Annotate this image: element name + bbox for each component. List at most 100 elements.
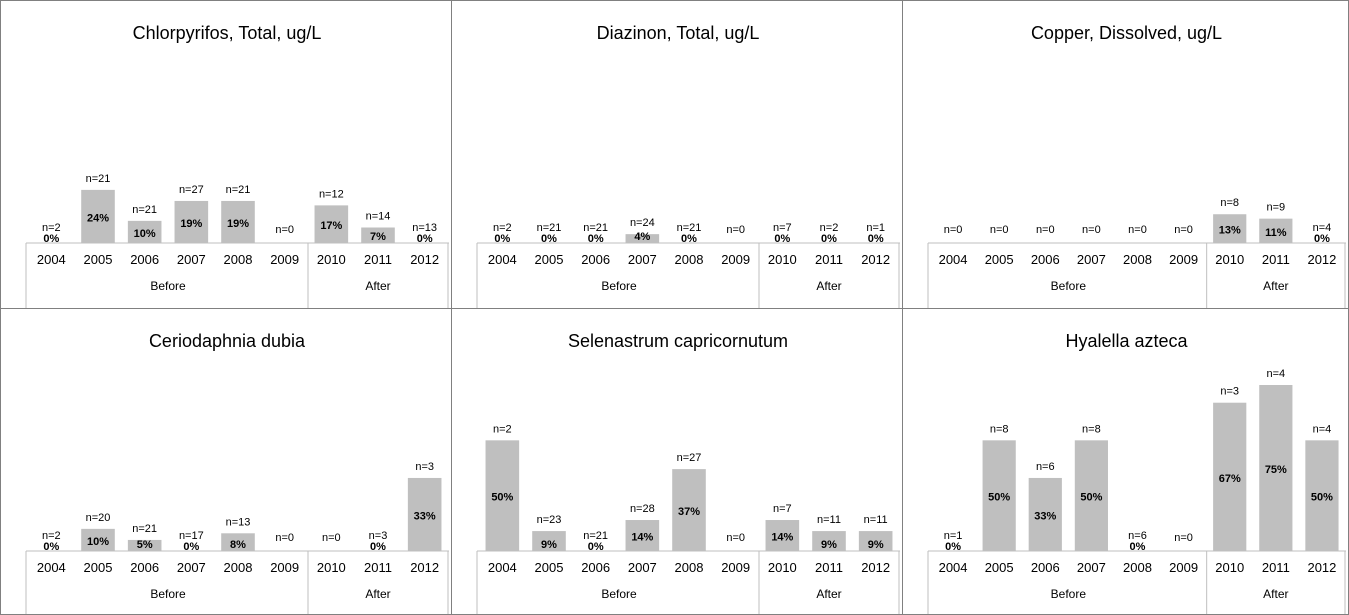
x-tick-label: 2006 [130, 560, 159, 575]
bar [314, 205, 349, 243]
x-tick-label: 2005 [535, 252, 564, 267]
n-label: n=23 [537, 514, 562, 526]
x-tick-label: 2004 [488, 252, 517, 267]
value-label: 0% [370, 541, 386, 553]
bar [1213, 214, 1247, 243]
bar [1259, 385, 1293, 551]
bar [407, 477, 442, 551]
value-label: 0% [1130, 541, 1146, 553]
n-label: n=0 [990, 224, 1009, 236]
n-label: n=2 [42, 222, 61, 234]
n-label: n=0 [726, 224, 745, 236]
chart-panel: Selenastrum capricornutum 50% n=2 2004 9% n=2… [451, 308, 903, 615]
n-label: n=3 [1220, 386, 1239, 398]
bar [765, 520, 800, 551]
chart-svg: Chlorpyrifos, Total, ug/L0%n=2200424%n=2… [25, 23, 449, 308]
x-tick-label: 2006 [1031, 252, 1060, 267]
x-tick-label: 2009 [1169, 252, 1198, 267]
n-label: n=21 [226, 184, 251, 196]
n-label: n=1 [866, 222, 885, 234]
group-label: Before [1051, 279, 1087, 293]
group-label: After [816, 279, 841, 293]
n-label: n=14 [366, 211, 391, 223]
value-label: 50% [988, 492, 1010, 504]
value-label: 33% [414, 510, 436, 522]
value-label: 10% [134, 228, 156, 240]
x-tick-label: 2008 [675, 560, 704, 575]
value-label: 9% [868, 539, 884, 551]
group-label: Before [601, 279, 637, 293]
bar [625, 520, 660, 551]
n-label: n=2 [493, 423, 512, 435]
value-label: 0% [541, 233, 557, 245]
x-tick-label: 2010 [1215, 560, 1244, 575]
value-label: 4% [634, 231, 650, 243]
bar [982, 440, 1016, 551]
x-tick-label: 2011 [815, 560, 843, 575]
group-label: After [365, 279, 390, 293]
value-label: 7% [370, 231, 386, 243]
x-tick-label: 2007 [1077, 560, 1106, 575]
value-label: 0% [43, 541, 59, 553]
bar [485, 440, 520, 551]
x-tick-label: 2010 [317, 560, 346, 575]
value-label: 75% [1265, 464, 1287, 476]
n-label: n=17 [179, 530, 204, 542]
bar [81, 528, 115, 551]
value-label: 13% [1219, 225, 1241, 237]
bar [81, 189, 115, 243]
n-label: n=0 [1082, 224, 1101, 236]
x-tick-label: 2005 [535, 560, 564, 575]
x-tick-label: 2009 [270, 252, 299, 267]
x-tick-label: 2008 [1123, 252, 1152, 267]
bar [361, 227, 395, 243]
chart-svg: Copper, Dissolved, ug/L n=0 2004 n=0 2005 n=0… [927, 23, 1346, 308]
n-label: n=8 [990, 423, 1009, 435]
value-label: 0% [681, 233, 697, 245]
x-tick-label: 2007 [628, 252, 657, 267]
x-tick-label: 2010 [768, 252, 797, 267]
n-label: n=1 [944, 530, 963, 542]
value-label: 50% [1080, 492, 1102, 504]
n-label: n=4 [1266, 368, 1285, 380]
value-label: 0% [945, 541, 961, 553]
x-tick-label: 2009 [721, 560, 750, 575]
x-tick-label: 2010 [768, 560, 797, 575]
value-label: 0% [588, 541, 604, 553]
value-label: 0% [821, 233, 837, 245]
n-label: n=0 [275, 532, 294, 544]
group-label: Before [1051, 587, 1087, 601]
bar [174, 200, 209, 243]
n-label: n=8 [1082, 423, 1101, 435]
value-label: 37% [678, 506, 700, 518]
n-label: n=13 [412, 222, 437, 234]
n-label: n=4 [1313, 423, 1332, 435]
bar [625, 234, 660, 243]
chart-panel: Copper, Dissolved, ug/L n=0 2004 n=0 2005 n=0… [902, 0, 1349, 309]
x-tick-label: 2008 [224, 252, 253, 267]
n-label: n=13 [226, 516, 251, 528]
value-label: 19% [227, 218, 249, 230]
x-tick-label: 2007 [628, 560, 657, 575]
chart-svg: Hyalella azteca0%n=1200450%n=8200533%n=6… [927, 331, 1346, 614]
bar [672, 469, 706, 551]
x-tick-label: 2004 [37, 252, 66, 267]
value-label: 14% [631, 532, 653, 544]
x-tick-label: 2009 [1169, 560, 1198, 575]
value-label: 50% [1311, 492, 1333, 504]
n-label: n=8 [1220, 197, 1239, 209]
n-label: n=21 [677, 222, 702, 234]
x-tick-label: 2005 [84, 252, 113, 267]
n-label: n=0 [322, 532, 341, 544]
chart-panel: Hyalella azteca 0% n=1 2004 50% n=8 2005 33% n=6… [902, 308, 1349, 615]
chart-title: Ceriodaphnia dubia [149, 331, 306, 351]
bar [812, 531, 846, 551]
bar [1259, 218, 1293, 243]
bar [1305, 440, 1339, 551]
n-label: n=27 [677, 452, 702, 464]
value-label: 9% [541, 539, 557, 551]
chart-panel: Diazinon, Total, ug/L 0% n=2 2004 0% n=21 2005… [451, 0, 903, 309]
n-label: n=3 [415, 461, 434, 473]
n-label: n=0 [944, 224, 963, 236]
